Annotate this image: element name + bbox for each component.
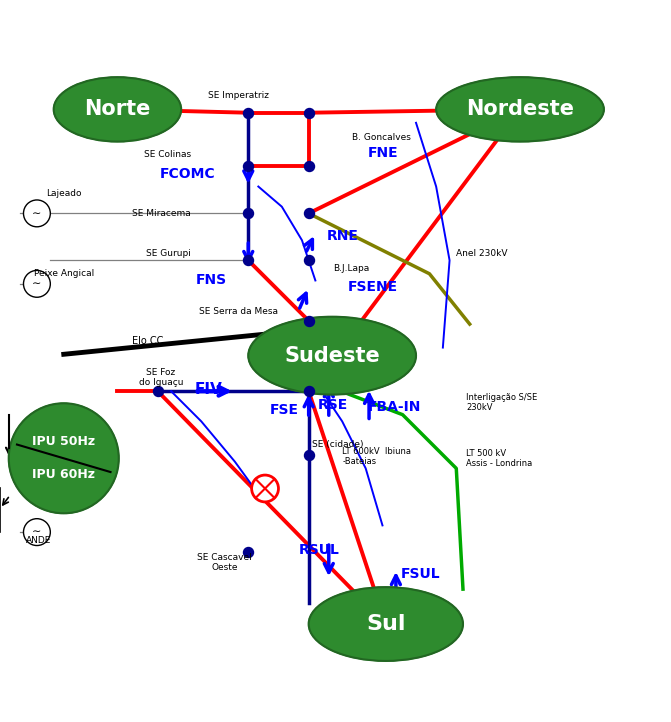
Text: Nordeste: Nordeste: [466, 100, 574, 119]
Circle shape: [252, 475, 278, 502]
Point: [243, 208, 254, 219]
Text: Sudeste: Sudeste: [285, 346, 380, 365]
Text: FSE: FSE: [270, 403, 299, 417]
Ellipse shape: [248, 317, 416, 394]
Point: [243, 107, 254, 118]
Text: FBA-IN: FBA-IN: [368, 400, 421, 414]
Text: SE Colinas: SE Colinas: [144, 150, 191, 159]
Ellipse shape: [436, 77, 604, 142]
Point: [303, 107, 314, 118]
Text: SE (cidade): SE (cidade): [312, 440, 364, 448]
Text: ∼: ∼: [32, 279, 42, 289]
Text: Interligação S/SE
230kV: Interligação S/SE 230kV: [466, 393, 537, 412]
Text: RSE: RSE: [317, 398, 348, 412]
Point: [152, 386, 163, 397]
Ellipse shape: [54, 77, 181, 142]
Text: FSENE: FSENE: [348, 280, 398, 294]
Text: SE Serra da Mesa: SE Serra da Mesa: [199, 307, 278, 316]
Text: FNS: FNS: [196, 274, 227, 287]
Text: SE Miracema: SE Miracema: [132, 209, 191, 218]
Text: Lajeado: Lajeado: [46, 188, 81, 198]
Text: RNE: RNE: [327, 229, 359, 243]
Text: IPU 60Hz: IPU 60Hz: [32, 469, 95, 482]
Text: ANDE: ANDE: [26, 536, 52, 545]
Point: [243, 547, 254, 558]
Point: [303, 449, 314, 461]
Text: FNE: FNE: [368, 146, 399, 160]
Point: [303, 386, 314, 397]
Circle shape: [23, 271, 50, 297]
Text: B.J.Lapa: B.J.Lapa: [333, 264, 370, 273]
Text: SE Imperatriz: SE Imperatriz: [208, 91, 268, 100]
Text: Elo CC: Elo CC: [132, 336, 163, 346]
Point: [303, 315, 314, 326]
Text: Sul: Sul: [366, 614, 405, 634]
Point: [243, 255, 254, 266]
Text: FIV: FIV: [194, 382, 222, 396]
Text: Peixe Angical: Peixe Angical: [34, 269, 94, 278]
Circle shape: [9, 404, 119, 513]
Point: [303, 255, 314, 266]
Text: RSUL: RSUL: [299, 543, 339, 557]
Text: IPU 50Hz: IPU 50Hz: [32, 435, 95, 448]
Point: [243, 160, 254, 172]
Point: [303, 208, 314, 219]
Text: ∼: ∼: [32, 209, 42, 218]
Text: LT 600kV  Ibiuna
-Bateias: LT 600kV Ibiuna -Bateias: [342, 447, 411, 466]
Text: FSUL: FSUL: [401, 567, 440, 580]
Circle shape: [23, 518, 50, 546]
Text: B. Goncalves: B. Goncalves: [352, 133, 411, 142]
Text: SE Cascavel
Oeste: SE Cascavel Oeste: [197, 552, 252, 572]
Text: SE Foz
do Iguaçu: SE Foz do Iguaçu: [139, 368, 183, 388]
Circle shape: [23, 200, 50, 227]
Text: FCOMC: FCOMC: [160, 168, 215, 181]
Ellipse shape: [309, 587, 463, 661]
Text: LT 500 kV
Assis - Londrina: LT 500 kV Assis - Londrina: [466, 448, 533, 468]
Point: [303, 160, 314, 172]
Text: SE Gurupi: SE Gurupi: [146, 249, 191, 258]
Text: Norte: Norte: [85, 100, 150, 119]
Text: Anel 230kV: Anel 230kV: [456, 249, 508, 258]
Text: ∼: ∼: [32, 527, 42, 537]
